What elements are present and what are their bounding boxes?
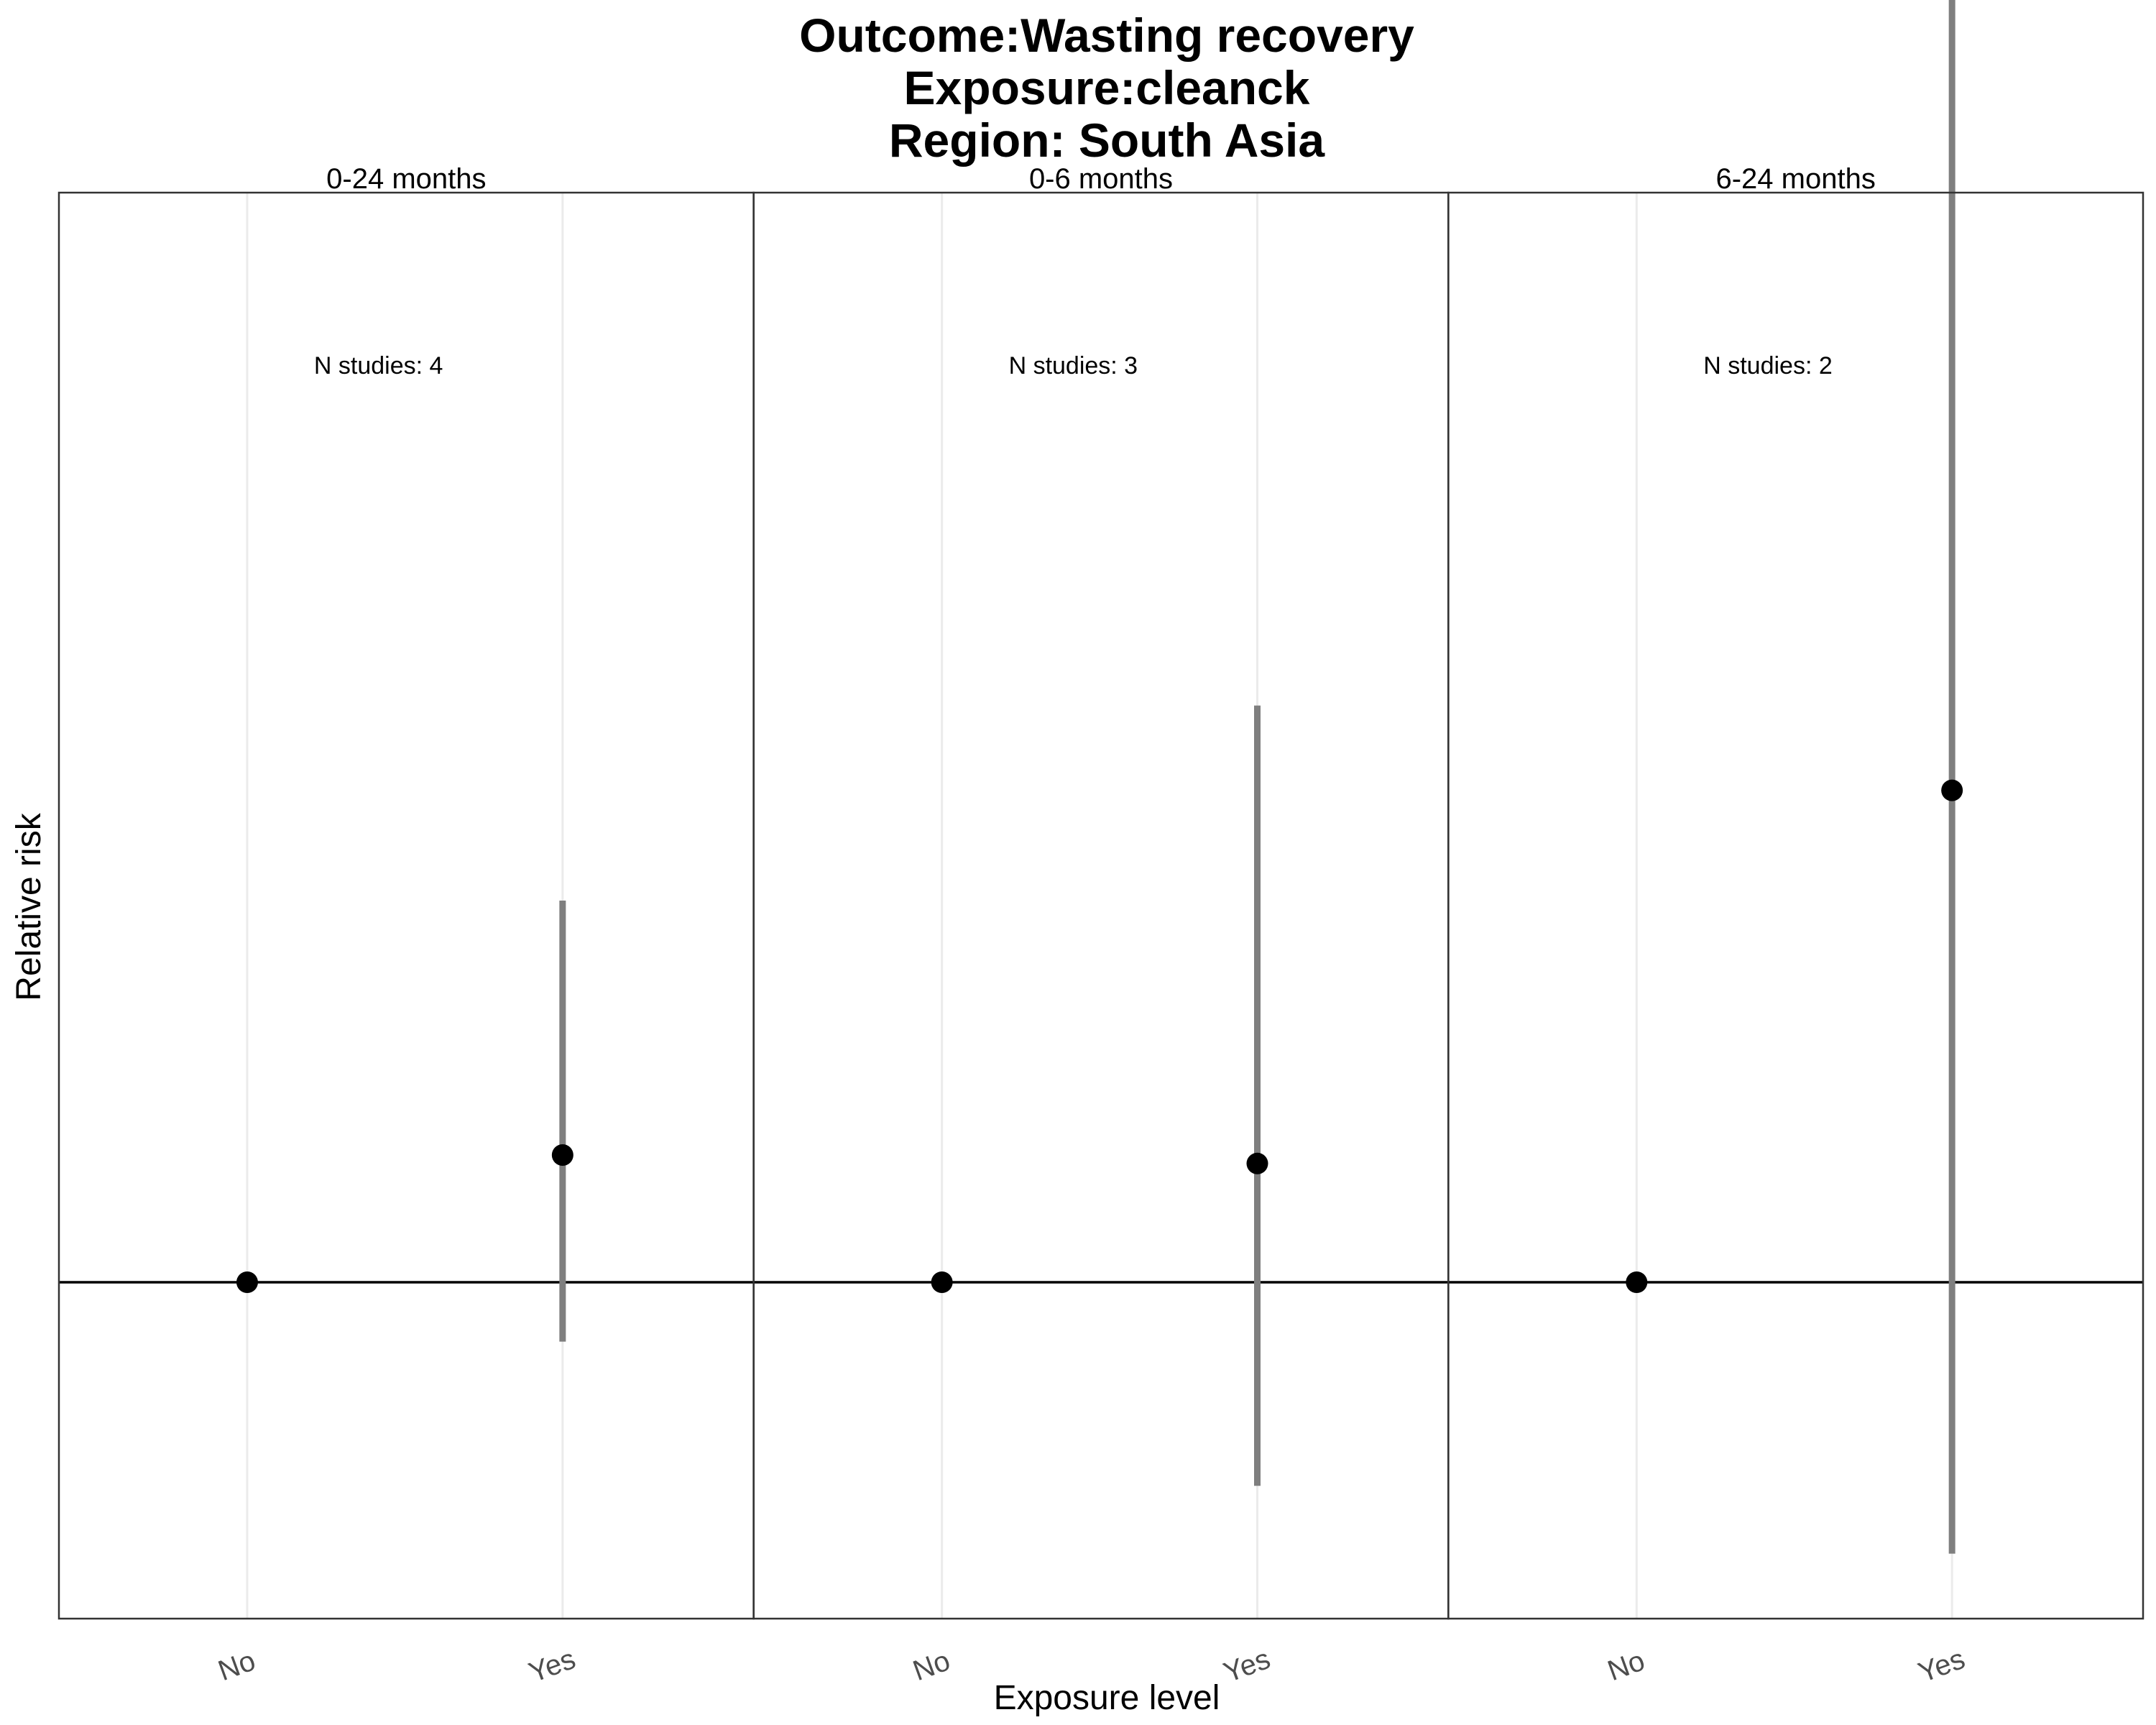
title-line-outcome: Outcome:Wasting recovery	[799, 9, 1414, 62]
n-studies-annotation: N studies: 4	[314, 352, 443, 380]
x-tick-label: No	[909, 1644, 954, 1687]
facet-panel: 6-24 months N studies: 2 No Yes	[1447, 0, 2145, 1689]
data-point	[1941, 779, 1963, 801]
data-point	[236, 1271, 258, 1293]
title-line-exposure: Exposure:cleanck	[904, 61, 1310, 114]
panel-border	[57, 191, 755, 1620]
facet-strip-label: 0-6 months	[1029, 163, 1173, 195]
x-tick-label: Yes	[525, 1643, 579, 1689]
x-tick-label: No	[214, 1644, 259, 1687]
n-studies-annotation: N studies: 3	[1009, 352, 1138, 380]
facet-panel: 0-6 months N studies: 3 No Yes	[752, 163, 1450, 1689]
facet-panel: 0-24 months N studies: 4 No Yes	[57, 163, 755, 1689]
chart-title: Outcome:Wasting recovery Exposure:cleanc…	[799, 9, 1414, 167]
x-tick-label: Yes	[1915, 1643, 1969, 1689]
data-point	[931, 1271, 953, 1293]
x-tick-label: Yes	[1220, 1643, 1274, 1689]
data-point	[551, 1144, 573, 1166]
x-axis-title: Exposure level	[994, 1679, 1220, 1717]
facet-strip-label: 0-24 months	[326, 163, 486, 195]
panel-border	[752, 191, 1450, 1620]
facet-strip-label: 6-24 months	[1715, 163, 1875, 195]
n-studies-annotation: N studies: 2	[1703, 352, 1833, 380]
title-line-region: Region: South Asia	[889, 114, 1326, 167]
y-axis-title: Relative risk	[10, 812, 48, 1000]
data-point	[1626, 1271, 1648, 1293]
panel-border	[1447, 191, 2145, 1620]
data-point	[1246, 1152, 1268, 1174]
x-tick-label: No	[1603, 1644, 1649, 1687]
